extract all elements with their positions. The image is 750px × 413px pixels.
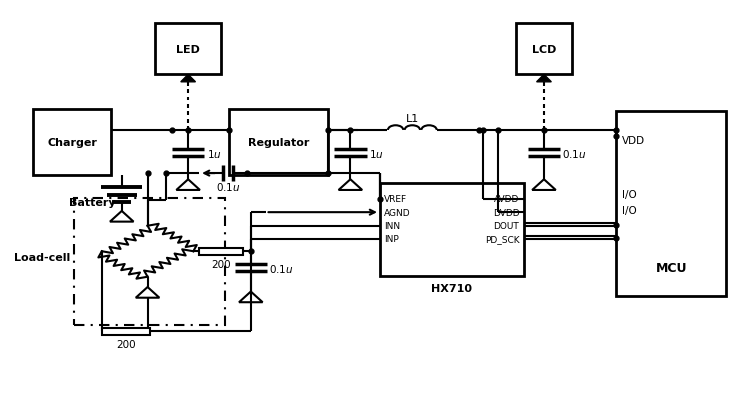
Bar bbox=[33, 110, 111, 176]
Text: Battery: Battery bbox=[69, 197, 116, 207]
Text: INP: INP bbox=[384, 235, 399, 244]
Bar bbox=[229, 110, 328, 176]
Polygon shape bbox=[536, 75, 551, 83]
Text: MCU: MCU bbox=[656, 261, 687, 275]
Text: LCD: LCD bbox=[532, 45, 556, 55]
Bar bbox=[102, 328, 150, 335]
Polygon shape bbox=[181, 75, 196, 83]
Text: 200: 200 bbox=[116, 339, 136, 349]
Text: $0.1u$: $0.1u$ bbox=[269, 262, 294, 274]
Text: INN: INN bbox=[384, 222, 400, 231]
Bar bbox=[155, 24, 221, 75]
Text: I/O: I/O bbox=[622, 206, 637, 216]
Text: Load-cell: Load-cell bbox=[14, 253, 70, 263]
Text: VREF: VREF bbox=[384, 195, 407, 204]
Text: HX710: HX710 bbox=[431, 284, 472, 294]
Text: Regulator: Regulator bbox=[248, 138, 309, 148]
Text: $1u$: $1u$ bbox=[206, 147, 221, 159]
Bar bbox=[380, 184, 524, 276]
Text: I/O: I/O bbox=[622, 189, 637, 199]
Text: 200: 200 bbox=[211, 260, 231, 270]
Bar bbox=[200, 248, 244, 255]
Text: AVDD: AVDD bbox=[494, 195, 519, 204]
Bar bbox=[74, 198, 225, 325]
Text: L1: L1 bbox=[406, 114, 419, 124]
Bar bbox=[516, 24, 572, 75]
Text: $0.1u$: $0.1u$ bbox=[562, 147, 587, 159]
Text: Charger: Charger bbox=[47, 138, 97, 148]
Text: AGND: AGND bbox=[384, 208, 411, 217]
Text: PD_SCK: PD_SCK bbox=[484, 235, 519, 244]
Text: $1u$: $1u$ bbox=[369, 147, 383, 159]
Text: LED: LED bbox=[176, 45, 200, 55]
Text: DVDD: DVDD bbox=[493, 208, 519, 217]
Text: VDD: VDD bbox=[622, 136, 645, 146]
Text: DOUT: DOUT bbox=[494, 222, 519, 231]
Text: $0.1u$: $0.1u$ bbox=[216, 181, 241, 193]
Bar bbox=[616, 112, 727, 297]
